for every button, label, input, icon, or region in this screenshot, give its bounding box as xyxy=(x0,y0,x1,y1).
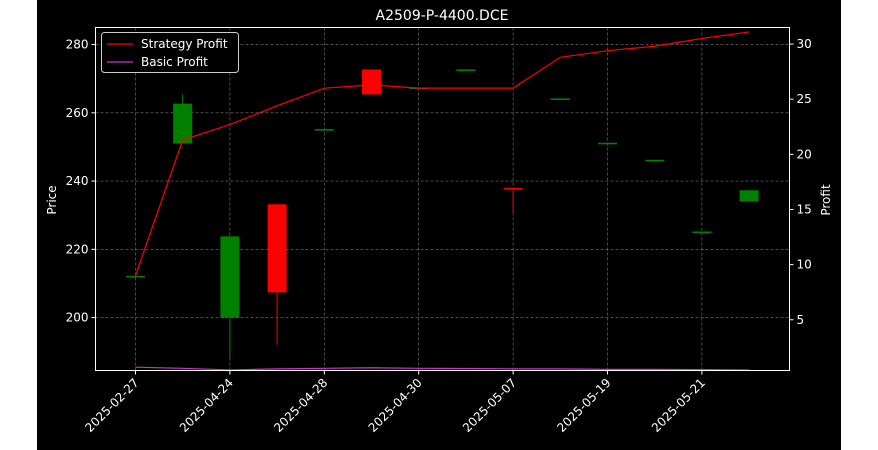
plot-frame xyxy=(95,27,790,371)
legend-box xyxy=(101,32,239,73)
legend: Strategy Profit Basic Profit xyxy=(101,32,239,73)
x-tick-label: 2025-04-28 xyxy=(271,376,330,435)
legend-label-basic-profit: Basic Profit xyxy=(141,55,208,69)
strategy-profit-line xyxy=(134,31,750,276)
x-tick-label: 2025-05-07 xyxy=(460,376,519,435)
y-tick-label-left: 280 xyxy=(66,38,89,52)
y-tick-label-right: 25 xyxy=(797,92,812,106)
y-tick-label-right: 20 xyxy=(797,147,812,161)
candle-body xyxy=(739,190,759,202)
basic-profit-line xyxy=(135,366,750,371)
y-tick-label-right: 30 xyxy=(797,37,812,51)
y-tick-label-right: 10 xyxy=(797,258,812,272)
y-tick-label-right: 15 xyxy=(797,202,812,216)
y-axis-label-left: Price xyxy=(45,185,59,214)
candle-body xyxy=(314,129,334,131)
axes: 2025-02-27 2025-04-24 2025-04-28 2025-04-30… xyxy=(66,37,812,435)
x-tick-label: 2025-02-27 xyxy=(82,376,141,435)
candle-body xyxy=(220,236,240,318)
legend-label-strategy-profit: Strategy Profit xyxy=(141,37,228,51)
candle-body xyxy=(503,187,523,190)
chart-figure: A2509-P-4400.DCE 2025-02-27 2025-04-24 202… xyxy=(37,0,841,450)
y-tick-label-right: 5 xyxy=(797,313,805,327)
y-tick-label-left: 260 xyxy=(66,106,89,120)
y-axis-label-right: Profit xyxy=(819,184,833,216)
candle-body xyxy=(173,103,193,144)
candle-body xyxy=(645,159,665,162)
chart-title: A2509-P-4400.DCE xyxy=(376,8,509,24)
candle-body xyxy=(598,142,617,145)
candlestick-chart: A2509-P-4400.DCE 2025-02-27 2025-04-24 202… xyxy=(45,8,833,435)
candles xyxy=(126,69,759,359)
x-tick-label: 2025-04-30 xyxy=(366,376,425,435)
candle-body xyxy=(456,69,476,71)
candle-body xyxy=(267,204,287,293)
x-tick-label: 2025-05-19 xyxy=(554,376,613,435)
y-tick-label-left: 240 xyxy=(66,174,89,188)
x-tick-label: 2025-04-24 xyxy=(177,376,236,435)
candle-body xyxy=(126,275,145,278)
x-tick-label: 2025-05-21 xyxy=(649,376,708,435)
y-tick-label-left: 220 xyxy=(66,242,89,256)
y-tick-label-left: 200 xyxy=(66,311,89,325)
candle-body xyxy=(362,69,381,95)
profit-lines xyxy=(134,31,750,371)
candle-body xyxy=(550,98,570,100)
candle-body xyxy=(692,231,712,234)
grid xyxy=(95,27,790,371)
